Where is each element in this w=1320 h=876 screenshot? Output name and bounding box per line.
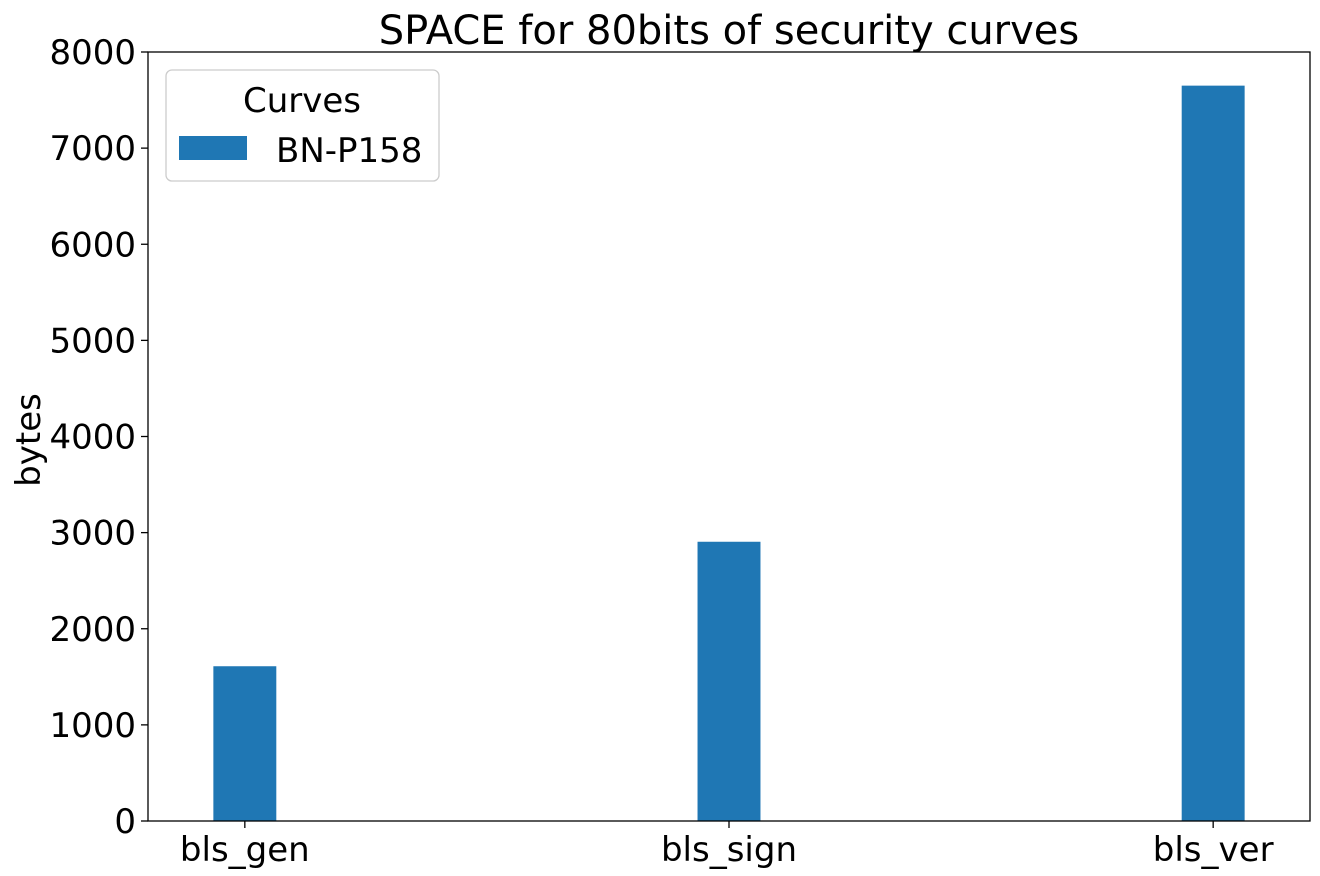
y-tick-label: 3000 [49, 514, 136, 554]
y-tick-label: 7000 [49, 129, 136, 169]
bar-bls-sign [697, 541, 761, 821]
y-tick-label: 4000 [49, 418, 136, 458]
y-tick-label: 1000 [49, 706, 136, 746]
x-tick-label: bls_sign [661, 830, 797, 870]
y-tick-label: 5000 [49, 321, 136, 361]
y-tick-label: 0 [114, 802, 136, 842]
y-tick-label: 8000 [49, 33, 136, 73]
x-tick-label: bls_ver [1153, 830, 1274, 870]
legend-title: Curves [243, 81, 361, 121]
x-tick-label: bls_gen [180, 830, 310, 870]
y-tick-label: 6000 [49, 225, 136, 265]
bar-bls-ver [1181, 85, 1245, 822]
chart-title: SPACE for 80bits of security curves [379, 8, 1080, 54]
plot-frame [147, 51, 1311, 822]
plot-area: bls_gen bls_sign bls_ver 0 1000 2000 3000 4000 5… [49, 33, 1273, 870]
legend-swatch-bn-p158 [179, 136, 247, 160]
legend: Curves BN-P158 [165, 69, 440, 182]
bar-bls-gen [213, 666, 277, 821]
legend-label-bn-p158: BN-P158 [276, 131, 422, 171]
y-tick-label: 2000 [49, 610, 136, 650]
y-axis-label: bytes [9, 393, 49, 487]
